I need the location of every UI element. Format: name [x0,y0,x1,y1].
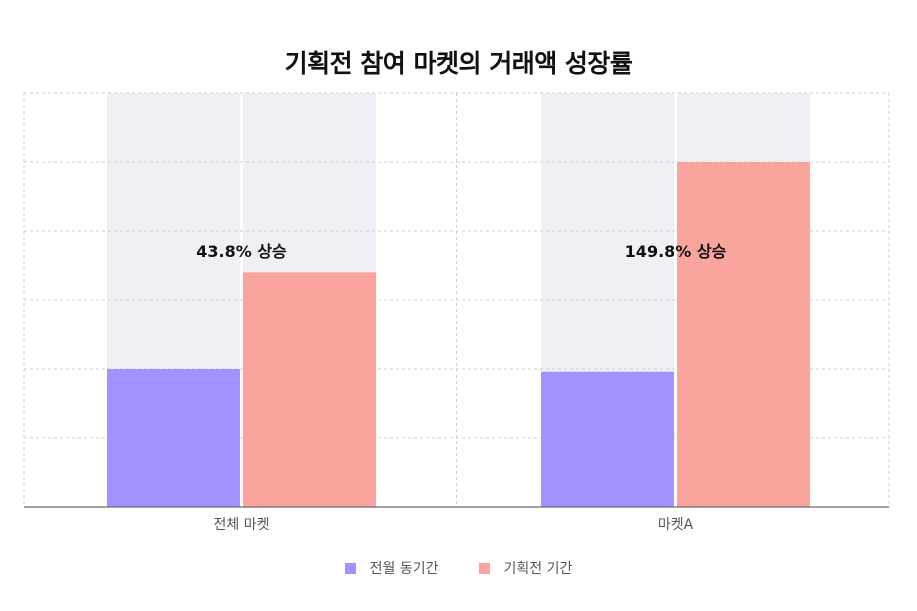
chart-legend: 전월 동기간 기획전 기간 [0,558,917,578]
legend-label-promotion: 기획전 기간 [503,561,573,577]
legend-label-previous: 전월 동기간 [369,561,439,577]
bar-promotion-0 [243,272,376,507]
chart-title: 기획전 참여 마켓의 거래액 성장률 [284,49,633,78]
legend-swatch-previous [344,562,356,574]
legend-swatch-promotion [478,562,490,574]
bar-previous-0 [107,369,240,507]
bar-promotion-1 [677,162,810,507]
legend-item-promotion[interactable]: 기획전 기간 [478,558,573,578]
bar-previous-1 [541,371,674,507]
legend-item-previous[interactable]: 전월 동기간 [344,558,439,578]
annotation-label-1: 149.8% 상승 [625,242,727,261]
x-tick-label-0: 전체 마켓 [214,517,270,533]
x-tick-label-1: 마켓A [658,517,694,533]
annotation-label-0: 43.8% 상승 [196,242,287,261]
